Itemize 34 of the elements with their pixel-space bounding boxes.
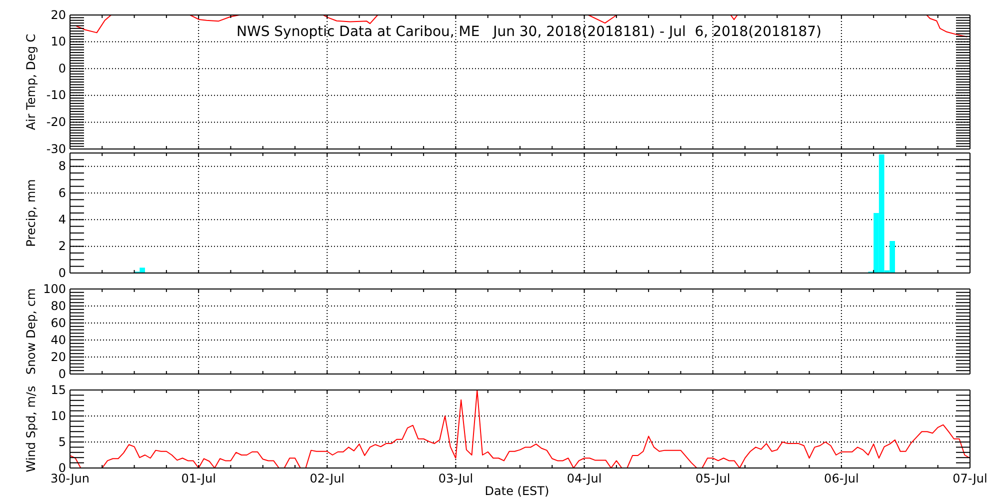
x-tick-label: 05-Jul: [695, 472, 730, 486]
y-tick-label: 20: [50, 350, 66, 364]
y-axis-title: Snow Dep, cm: [24, 288, 38, 375]
y-tick-label: 8: [58, 159, 66, 174]
x-tick-label: 07-Jul: [952, 472, 988, 486]
y-tick-label: 100: [43, 282, 66, 296]
y-tick-label: 40: [50, 332, 66, 347]
y-tick-label: 2: [58, 239, 66, 254]
y-axis-title: Air Temp, Deg C: [24, 34, 38, 130]
y-tick-label: 20: [50, 8, 66, 22]
y-tick-label: 6: [58, 186, 66, 200]
line-series: [70, 390, 970, 468]
y-tick-label: -30: [46, 142, 66, 156]
y-axis-title: Wind Spd, m/s: [24, 386, 38, 472]
y-tick-label: 15: [50, 382, 66, 397]
x-tick-label: 06-Jul: [824, 472, 859, 486]
y-tick-label: 0: [58, 366, 66, 381]
y-tick-label: 0: [58, 61, 66, 76]
y-tick-label: 10: [50, 34, 66, 49]
y-tick-label: 60: [50, 316, 66, 330]
y-tick-label: 5: [58, 434, 66, 449]
y-tick-label: 10: [50, 408, 66, 423]
y-tick-label: -10: [46, 88, 66, 102]
x-axis-title: Date (EST): [484, 484, 550, 498]
x-tick-label: 02-Jul: [310, 472, 345, 486]
y-tick-label: 4: [58, 212, 66, 227]
y-tick-label: -20: [46, 115, 66, 130]
y-tick-label: 80: [50, 298, 66, 313]
y-tick-label: 0: [58, 266, 66, 280]
x-tick-label: 03-Jul: [438, 472, 474, 486]
text: NWS Synoptic Data at Caribou, ME Jun 30, 2018(2018181) - Jul 6, 2018(2018187): [236, 24, 822, 40]
x-tick-label: 01-Jul: [181, 472, 216, 486]
y-axis-title: Precip, mm: [24, 179, 38, 247]
x-tick-label: 04-Jul: [566, 472, 602, 486]
